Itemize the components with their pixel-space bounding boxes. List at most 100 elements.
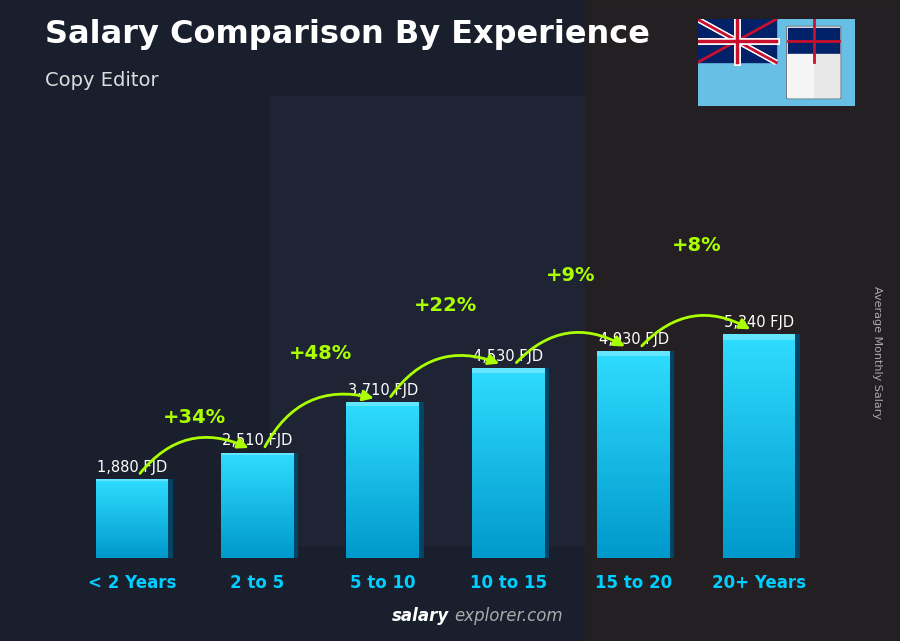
Bar <box>95 499 168 500</box>
Bar <box>95 549 168 550</box>
Bar <box>221 522 293 524</box>
Bar <box>598 403 670 406</box>
Bar <box>472 507 544 510</box>
Bar <box>598 495 670 499</box>
Bar <box>346 537 419 540</box>
Bar <box>346 426 419 428</box>
Bar <box>221 553 293 554</box>
Bar <box>95 542 168 543</box>
Bar <box>95 529 168 530</box>
Bar <box>346 418 419 420</box>
Bar <box>221 453 293 454</box>
Bar <box>472 441 544 444</box>
Bar <box>472 485 544 488</box>
Bar <box>221 519 293 521</box>
Bar <box>598 376 670 379</box>
Bar <box>598 382 670 386</box>
Bar <box>472 431 544 435</box>
Bar <box>598 472 670 475</box>
Bar <box>221 515 293 517</box>
Bar <box>346 501 419 503</box>
Bar <box>472 450 544 453</box>
Bar <box>472 469 544 472</box>
Bar <box>95 494 168 495</box>
Bar <box>346 423 419 426</box>
Bar <box>221 477 293 479</box>
Bar <box>221 481 293 482</box>
Bar <box>95 510 168 512</box>
Bar <box>346 472 419 475</box>
Bar <box>221 463 293 465</box>
Bar <box>95 517 168 519</box>
Bar <box>346 478 419 480</box>
Bar <box>221 537 293 538</box>
Text: +22%: +22% <box>414 296 477 315</box>
Bar <box>598 547 670 551</box>
Bar <box>221 503 293 505</box>
Bar <box>723 524 796 528</box>
Bar <box>723 465 796 468</box>
Bar <box>723 405 796 408</box>
Bar <box>346 465 419 467</box>
Bar <box>95 492 168 494</box>
Bar <box>346 403 419 405</box>
Bar <box>346 456 419 460</box>
Bar <box>346 547 419 550</box>
Bar <box>95 505 168 506</box>
Text: Average Monthly Salary: Average Monthly Salary <box>872 286 882 419</box>
Bar <box>221 517 293 519</box>
Bar <box>723 353 796 356</box>
Bar <box>598 392 670 396</box>
Bar <box>723 334 796 340</box>
Bar <box>796 334 800 558</box>
Bar <box>346 475 419 478</box>
Bar <box>472 488 544 491</box>
Bar <box>95 491 168 492</box>
Bar <box>346 527 419 529</box>
Bar <box>221 510 293 512</box>
Bar <box>346 529 419 532</box>
Bar <box>723 379 796 383</box>
Bar <box>598 358 670 362</box>
Bar <box>95 512 168 513</box>
Bar <box>95 495 168 496</box>
Bar <box>723 550 796 554</box>
Bar <box>346 540 419 542</box>
Bar <box>221 545 293 547</box>
Bar <box>723 345 796 349</box>
Bar <box>221 529 293 531</box>
Bar <box>95 497 168 499</box>
Bar <box>598 444 670 447</box>
Bar <box>346 506 419 508</box>
Text: 4,930 FJD: 4,930 FJD <box>598 332 669 347</box>
Bar <box>346 467 419 470</box>
Bar <box>95 479 168 481</box>
Bar <box>221 470 293 472</box>
Bar <box>472 390 544 394</box>
Bar <box>221 542 293 544</box>
Bar <box>598 362 670 365</box>
Bar <box>598 396 670 399</box>
Bar <box>598 441 670 444</box>
Bar <box>95 490 168 491</box>
Bar <box>472 523 544 526</box>
Bar <box>346 488 419 490</box>
Bar <box>723 438 796 442</box>
Bar <box>95 528 168 529</box>
Bar <box>472 378 544 381</box>
Bar <box>95 485 168 487</box>
Bar <box>472 533 544 535</box>
Bar <box>221 484 293 486</box>
Text: 5,340 FJD: 5,340 FJD <box>724 315 794 330</box>
Bar <box>723 539 796 543</box>
Bar <box>598 489 670 492</box>
Bar <box>221 544 293 545</box>
Bar <box>598 458 670 462</box>
Bar <box>723 360 796 364</box>
Bar <box>221 508 293 510</box>
Bar <box>221 524 293 526</box>
Text: +9%: +9% <box>546 266 596 285</box>
Bar <box>95 484 168 485</box>
Bar <box>95 543 168 545</box>
Text: +48%: +48% <box>289 344 352 363</box>
